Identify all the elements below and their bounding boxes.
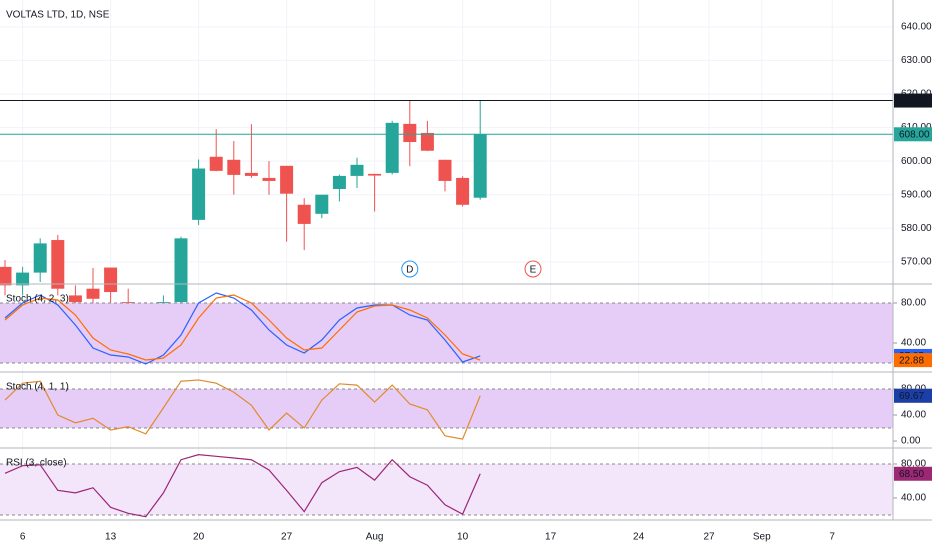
candle-body — [280, 165, 294, 194]
x-tick-label: 7 — [829, 532, 835, 543]
band — [0, 389, 893, 429]
x-tick-label: 10 — [457, 532, 469, 543]
y-tick-label: 590.00 — [901, 189, 932, 200]
candle-body — [104, 267, 118, 293]
x-tick-label: 20 — [193, 532, 205, 543]
y-tick-label: 580.00 — [901, 223, 932, 234]
price-badge-label: 22.88 — [899, 355, 924, 366]
y-tick-label: 80.00 — [901, 298, 926, 309]
candle-body — [315, 194, 329, 214]
x-tick-label: 17 — [545, 532, 557, 543]
band — [0, 303, 893, 363]
candle-body — [473, 134, 487, 198]
pane-title: RSI (3, close) — [6, 458, 67, 469]
indicator-line — [4, 454, 481, 518]
price-badge — [894, 466, 932, 481]
candle-body — [174, 238, 188, 303]
price-badge-label: 68.50 — [899, 469, 924, 480]
y-tick-label: 80.00 — [901, 459, 926, 470]
candle-body — [51, 240, 65, 289]
candle-body — [420, 132, 434, 151]
y-tick-label: 600.00 — [901, 156, 932, 167]
x-tick-label: 27 — [703, 532, 715, 543]
price-badge — [894, 353, 932, 368]
indicator-line — [4, 379, 481, 440]
candle-body — [0, 266, 12, 286]
x-tick-label: 27 — [281, 532, 293, 543]
candle-body — [438, 159, 452, 181]
price-badge-label: 69.67 — [899, 391, 924, 402]
y-tick-label: 0.00 — [901, 436, 921, 447]
y-tick-label: 40.00 — [901, 410, 926, 421]
pane-title: Stoch (4, 1, 1) — [6, 382, 69, 393]
candle-body — [350, 164, 364, 176]
candle-body — [16, 272, 30, 286]
x-tick-label: Sep — [753, 532, 771, 543]
candle-body — [227, 159, 241, 175]
event-marker — [524, 260, 542, 278]
x-tick-label: 6 — [20, 532, 26, 543]
x-tick-label: 24 — [633, 532, 645, 543]
y-tick-label: 40.00 — [901, 338, 926, 349]
pane-title: Stoch (4, 2, 3) — [6, 294, 69, 305]
x-tick-label: Aug — [366, 532, 384, 543]
y-tick-label: 640.00 — [901, 21, 932, 32]
indicator-line — [4, 292, 481, 365]
candle-body — [297, 204, 311, 224]
event-marker-label: D — [406, 265, 413, 276]
candle-body — [192, 168, 206, 220]
candle-body — [33, 243, 47, 273]
candle-body — [385, 122, 399, 173]
price-badge — [894, 93, 932, 108]
candle-body — [68, 295, 82, 303]
candle-body — [209, 156, 223, 171]
candle-body — [456, 177, 470, 205]
candle-body — [244, 172, 258, 176]
x-tick-label: 13 — [105, 532, 117, 543]
y-tick-label: 40.00 — [901, 493, 926, 504]
candle-body — [86, 288, 100, 299]
candle-body — [262, 177, 276, 181]
y-tick-label: 630.00 — [901, 55, 932, 66]
price-badge-label: 618.05 — [899, 96, 930, 107]
price-badge — [894, 388, 932, 403]
price-badge-label: 608.00 — [899, 129, 930, 140]
price-badge — [894, 127, 932, 142]
event-marker — [401, 260, 419, 278]
candle-body — [368, 173, 382, 176]
pane-title: VOLTAS LTD, 1D, NSE — [6, 10, 110, 21]
band — [0, 463, 893, 515]
candle-body — [403, 123, 417, 143]
y-tick-label: 570.00 — [901, 256, 932, 267]
candle-body — [332, 175, 346, 190]
indicator-line — [4, 294, 481, 361]
event-marker-label: E — [530, 265, 537, 276]
